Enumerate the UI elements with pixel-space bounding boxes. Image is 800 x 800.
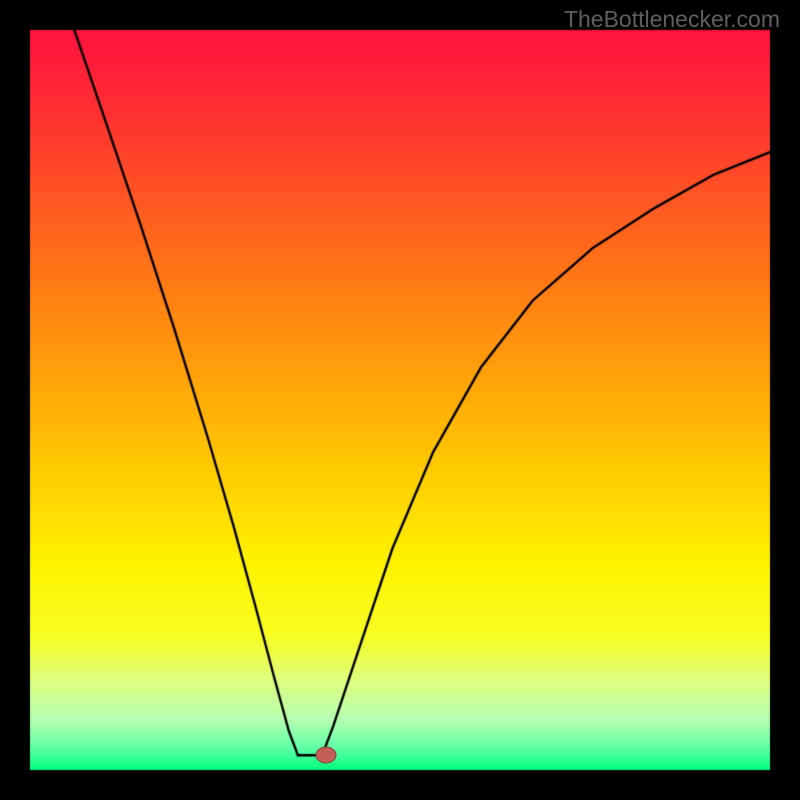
- watermark-text: TheBottlenecker.com: [564, 6, 780, 33]
- optimum-marker: [311, 743, 341, 767]
- chart-stage: TheBottlenecker.com: [0, 0, 800, 800]
- bottleneck-plot-canvas: [0, 0, 800, 800]
